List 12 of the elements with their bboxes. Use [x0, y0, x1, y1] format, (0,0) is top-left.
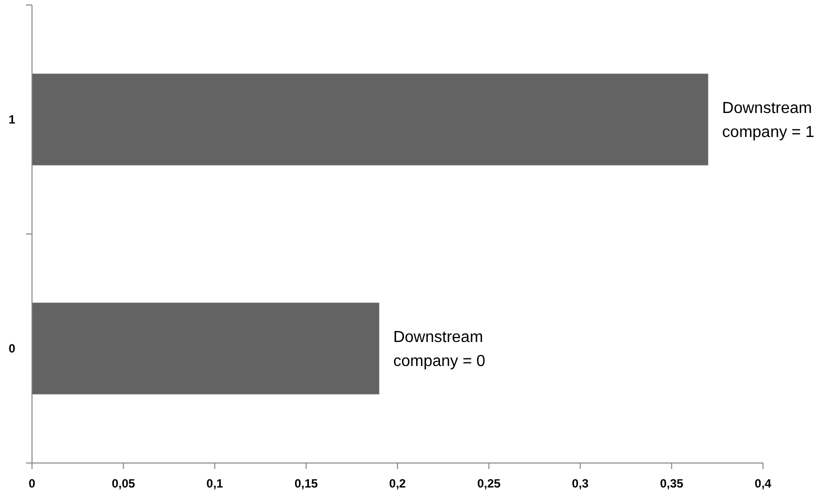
x-tick-label: 0	[28, 476, 36, 491]
x-tick-label: 0,2	[389, 476, 406, 491]
x-tick-label: 0,1	[206, 476, 224, 491]
x-tick-label: 0,05	[112, 476, 136, 491]
x-tick-label: 0,3	[572, 476, 589, 491]
annotation: Downstream company = 1	[722, 100, 814, 142]
y-tick-label: 1	[8, 112, 16, 127]
x-tick-label: 0,15	[294, 476, 318, 491]
annotation: Downstream company = 0	[393, 329, 486, 370]
x-tick-label: 0,35	[660, 476, 684, 491]
x-tick-label: 0,25	[477, 476, 501, 491]
x-tick-label: 0,4	[754, 476, 772, 491]
